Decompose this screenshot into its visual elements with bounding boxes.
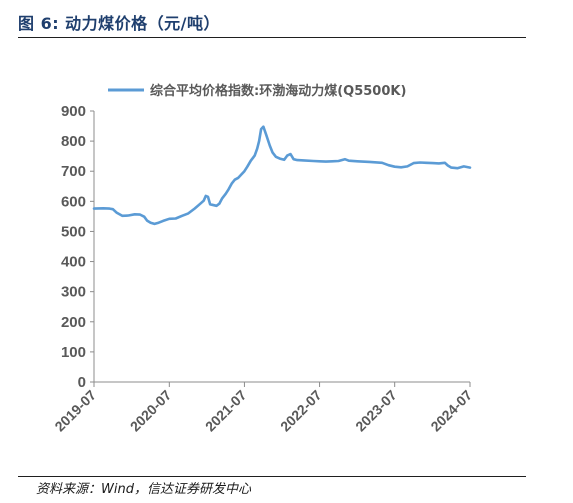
y-tick-label: 0: [78, 374, 86, 391]
y-tick-label: 200: [61, 314, 86, 331]
chart-ticks: 0 100 200 300 400 500 600 700 800 900 2019-07 2020-…: [51, 103, 475, 434]
x-tick-label: 2020-07: [127, 387, 175, 435]
y-tick-label: 400: [61, 254, 86, 271]
y-tick-label: 600: [61, 193, 86, 210]
chart-series: [92, 125, 472, 226]
source-note: 资料来源：Wind，信达证券研发中心: [36, 482, 251, 497]
legend-label: 综合平均价格指数:环渤海动力煤(Q5500K): [150, 83, 406, 99]
chart-legend: 综合平均价格指数:环渤海动力煤(Q5500K): [108, 83, 406, 99]
x-tick-label: 2024-07: [427, 387, 475, 435]
figure-title: 图 6: 动力煤价格（元/吨）: [18, 14, 221, 33]
x-tick-label: 2019-07: [51, 387, 99, 435]
x-tick-label: 2023-07: [352, 387, 400, 435]
y-tick-label: 700: [61, 163, 86, 180]
chart-axes: [93, 111, 470, 383]
x-tick-label: 2021-07: [202, 387, 250, 435]
x-tick-label: 2022-07: [277, 387, 325, 435]
top-rule: [18, 37, 526, 38]
bottom-rule: [18, 476, 526, 477]
y-tick-label: 300: [61, 284, 86, 301]
y-tick-label: 800: [61, 133, 86, 150]
y-tick-label: 500: [61, 223, 86, 240]
y-tick-label: 100: [61, 344, 86, 361]
y-tick-label: 900: [61, 103, 86, 120]
series-line-0: [92, 125, 472, 226]
